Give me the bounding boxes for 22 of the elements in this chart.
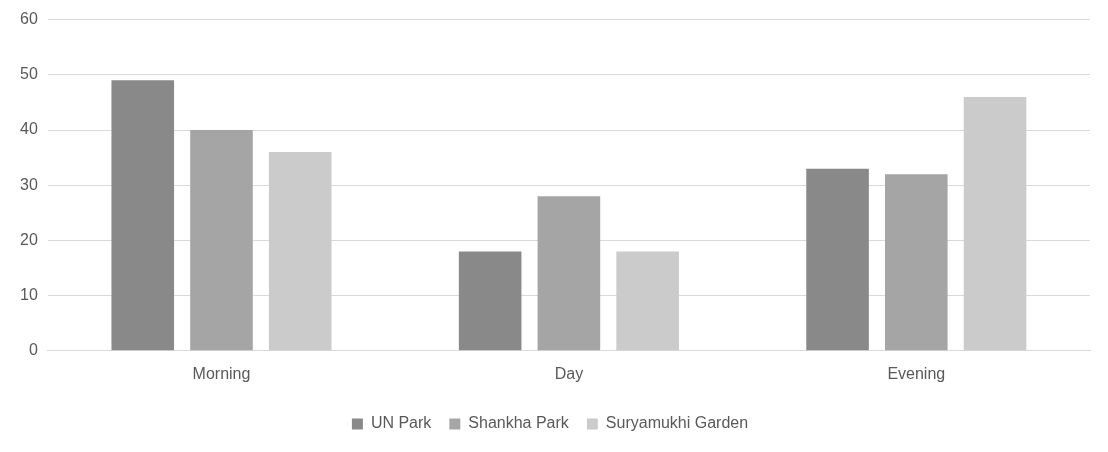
x-tick-label: Morning [192,364,251,382]
legend-label: Shankha Park [468,414,570,432]
bar [806,168,869,351]
y-tick-label: 40 [20,120,38,138]
bar [268,152,332,351]
bar [458,251,522,351]
y-tick-label: 30 [20,175,38,193]
x-tick-label: Day [554,364,584,382]
legend-label: UN Park [370,414,433,432]
y-tick-label: 60 [20,10,38,28]
legend-label: Suryamukhi Garden [605,414,749,432]
bar [963,96,1027,351]
y-tick-label: 20 [20,230,38,248]
y-tick-label: 0 [28,341,38,359]
y-tick-label: 50 [20,65,38,83]
bar [111,80,175,351]
bar [885,174,948,351]
x-tick-label: Evening [887,364,946,382]
y-tick-label: 10 [20,286,38,304]
bar [190,130,253,351]
bar [537,196,601,351]
bar [616,251,679,351]
